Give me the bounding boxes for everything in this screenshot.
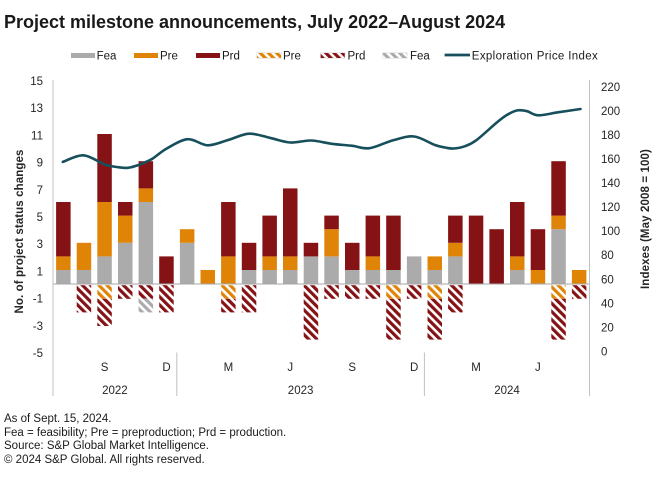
svg-text:5: 5 <box>37 212 43 224</box>
svg-text:No. of project status changes: No. of project status changes <box>14 150 26 314</box>
svg-text:0: 0 <box>601 346 607 358</box>
svg-text:220: 220 <box>601 82 620 94</box>
svg-text:Pre: Pre <box>283 51 301 63</box>
svg-text:S: S <box>348 362 356 374</box>
svg-text:J: J <box>535 362 541 374</box>
svg-text:Fea: Fea <box>410 51 430 63</box>
svg-text:11: 11 <box>31 130 43 142</box>
svg-text:200: 200 <box>601 106 620 118</box>
svg-text:2023: 2023 <box>288 385 314 397</box>
svg-text:M: M <box>224 362 234 374</box>
svg-text:Prd: Prd <box>222 51 240 63</box>
svg-text:100: 100 <box>601 226 620 238</box>
svg-text:D: D <box>162 362 170 374</box>
svg-text:2022: 2022 <box>102 385 128 397</box>
svg-text:Fea: Fea <box>97 51 117 63</box>
svg-text:S: S <box>101 362 109 374</box>
svg-text:40: 40 <box>601 298 614 310</box>
svg-text:J: J <box>287 362 293 374</box>
svg-text:13: 13 <box>30 103 43 115</box>
svg-text:80: 80 <box>601 250 614 262</box>
svg-text:9: 9 <box>37 158 43 170</box>
svg-text:120: 120 <box>601 202 620 214</box>
svg-text:Prd: Prd <box>348 51 366 63</box>
svg-text:20: 20 <box>601 322 614 334</box>
svg-text:140: 140 <box>601 178 620 190</box>
svg-text:M: M <box>471 362 481 374</box>
svg-text:1: 1 <box>37 266 43 278</box>
svg-text:3: 3 <box>37 239 43 251</box>
svg-text:Pre: Pre <box>160 51 178 63</box>
svg-text:180: 180 <box>601 130 620 142</box>
svg-text:15: 15 <box>30 76 43 88</box>
svg-text:-3: -3 <box>33 321 43 333</box>
svg-text:D: D <box>410 362 418 374</box>
svg-text:-1: -1 <box>33 294 43 306</box>
svg-text:160: 160 <box>601 154 620 166</box>
svg-text:-5: -5 <box>33 348 43 360</box>
svg-text:60: 60 <box>601 274 614 286</box>
svg-text:7: 7 <box>37 185 43 197</box>
svg-text:Exploration Price Index: Exploration Price Index <box>472 51 598 63</box>
svg-text:2024: 2024 <box>494 385 520 397</box>
svg-text:Indexes (May 2008 = 100): Indexes (May 2008 = 100) <box>640 149 652 289</box>
